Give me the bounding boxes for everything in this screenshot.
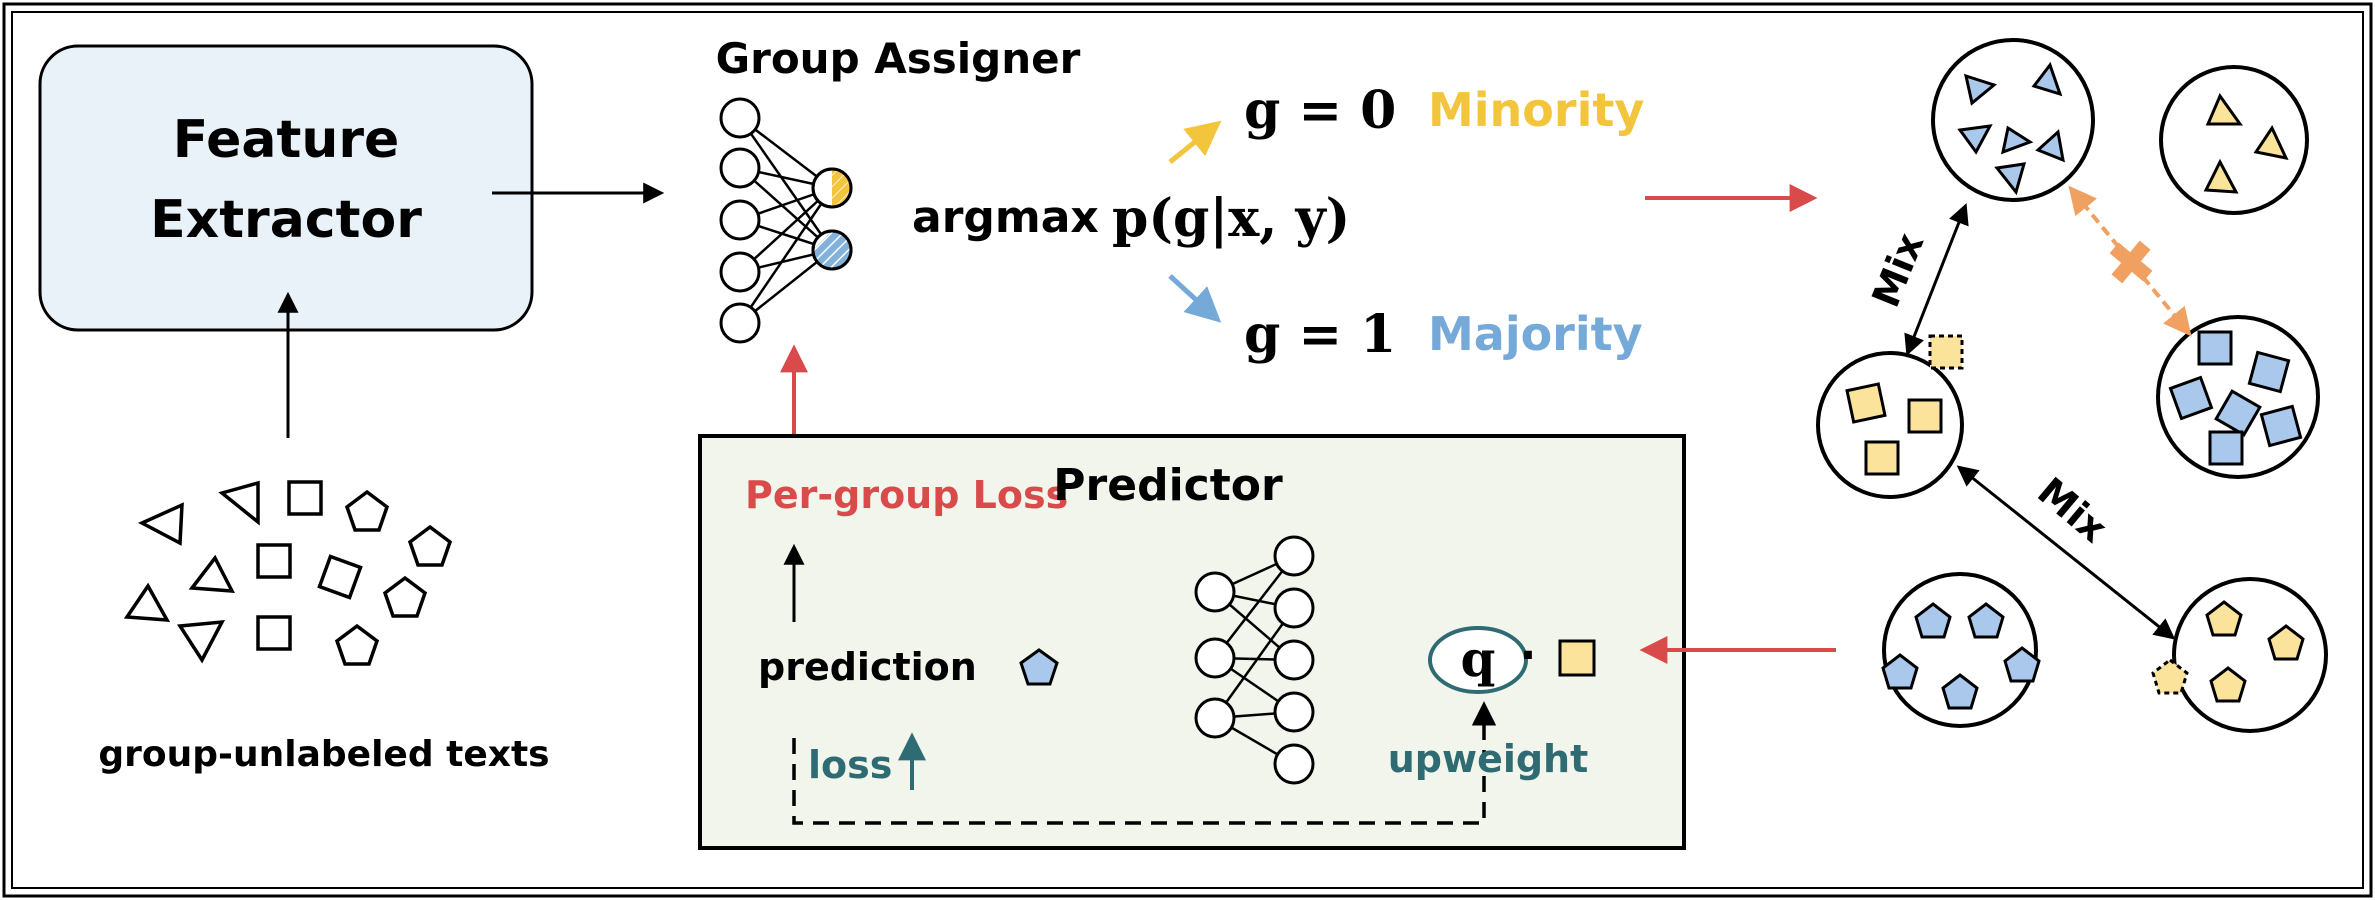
pentagon-icon: [2267, 624, 2305, 661]
mix-arrow-upper: [1904, 203, 1969, 356]
pentagon-icon: [334, 623, 380, 666]
q-symbol: q: [1461, 629, 1496, 688]
predictor-title: Predictor: [1053, 460, 1283, 511]
pentagon-icon: [344, 489, 390, 532]
mixed-pentagon-icon: [2151, 658, 2189, 695]
network-node: [1273, 587, 1315, 629]
assigner-network: [719, 97, 853, 344]
pentagon-icon: [1881, 653, 1919, 690]
square-icon: [256, 615, 292, 651]
pentagon-icon: [1941, 673, 1979, 710]
triangle-icon: [218, 480, 260, 526]
square-icon: [2168, 375, 2214, 421]
pentagon-icon: [1914, 602, 1952, 639]
group-yellow-pentagons: [2172, 577, 2328, 733]
triangle-icon: [2035, 129, 2065, 163]
arrow-to-majority: [1168, 274, 1222, 323]
triangle-icon: [1994, 162, 2027, 196]
minority-expression: g = 0: [1244, 80, 1396, 141]
loss-label: loss: [808, 743, 892, 787]
output-node-majority: [811, 229, 853, 271]
square-icon: [287, 480, 323, 516]
weighted-square-icon: [1558, 639, 1596, 677]
forbidden-cross-icon: [2109, 240, 2153, 284]
mix-arrow-lower: [1956, 465, 2176, 640]
majority-expression: g = 1: [1244, 304, 1396, 365]
feature-extractor-label-line2: Extractor: [150, 190, 422, 250]
group-yellow-squares: [1816, 351, 1964, 499]
unlabeled-texts-label: group-unlabeled texts: [98, 734, 549, 775]
predictor-network: [1194, 535, 1315, 785]
network-node: [1273, 535, 1315, 577]
network-node: [719, 302, 761, 344]
triangle-icon: [123, 582, 171, 622]
triangle-icon: [138, 502, 184, 546]
output-node-minority: [811, 167, 853, 209]
prediction-label: prediction: [758, 645, 977, 689]
forbidden-mix-arrow: [2068, 185, 2192, 337]
triangle-icon: [176, 619, 226, 664]
triangle-icon: [188, 554, 235, 593]
triangle-icon: [2253, 124, 2289, 161]
square-icon: [2259, 404, 2303, 448]
triangle-icon: [2205, 92, 2243, 126]
majority-label: Majority: [1428, 307, 1643, 361]
network-node: [719, 97, 761, 139]
square-icon: [1907, 398, 1943, 434]
network-node: [719, 147, 761, 189]
pentagon-icon: [2003, 646, 2041, 683]
triangle-icon: [1963, 73, 1998, 106]
q-weight-ellipse: [1428, 626, 1528, 694]
per-group-loss-label: Per-group Loss: [745, 473, 1068, 517]
square-icon: [2208, 430, 2244, 466]
network-node: [719, 199, 761, 241]
predicted-pentagon-icon: [1019, 648, 1059, 686]
minority-label: Minority: [1428, 83, 1644, 137]
pentagon-icon: [382, 575, 428, 618]
square-icon: [256, 543, 292, 579]
dashed-loss-to-upweight: [792, 701, 1497, 825]
triangle-icon: [1957, 124, 1993, 155]
pentagon-icon: [2205, 600, 2243, 637]
square-icon: [1845, 382, 1887, 424]
triangle-icon: [2000, 125, 2034, 155]
unlabeled-shapes: [123, 480, 453, 666]
network-node: [719, 251, 761, 293]
network-node: [1273, 743, 1315, 785]
triangle-icon: [2203, 158, 2239, 194]
upweight-label: upweight: [1388, 737, 1589, 781]
network-node: [1273, 691, 1315, 733]
feature-extractor-label-line1: Feature: [173, 110, 400, 170]
square-icon: [2214, 389, 2262, 437]
group-blue-triangles: [1931, 38, 2095, 202]
square-icon: [1864, 440, 1900, 476]
pentagon-icon: [2209, 666, 2247, 703]
square-icon: [317, 554, 363, 600]
mixed-square-icon: [1928, 334, 1964, 370]
group-yellow-triangles: [2159, 65, 2309, 215]
group-blue-pentagons: [1881, 572, 2041, 728]
square-icon: [2247, 350, 2291, 394]
feature-extractor-box: [38, 44, 534, 332]
arrow-to-minority: [1168, 120, 1222, 164]
network-node: [1194, 637, 1236, 679]
multiply-dot: ·: [1520, 630, 1537, 681]
network-node: [1194, 697, 1236, 739]
network-node: [1273, 639, 1315, 681]
argmax-expression: p(g|x, y): [1112, 188, 1350, 249]
network-node: [1194, 571, 1236, 613]
square-icon: [2197, 330, 2233, 366]
triangle-icon: [2031, 61, 2063, 97]
argmax-word: argmax: [912, 192, 1099, 243]
group-blue-squares: [2156, 315, 2320, 479]
pentagon-icon: [407, 524, 453, 567]
group-assigner-title: Group Assigner: [716, 34, 1081, 83]
